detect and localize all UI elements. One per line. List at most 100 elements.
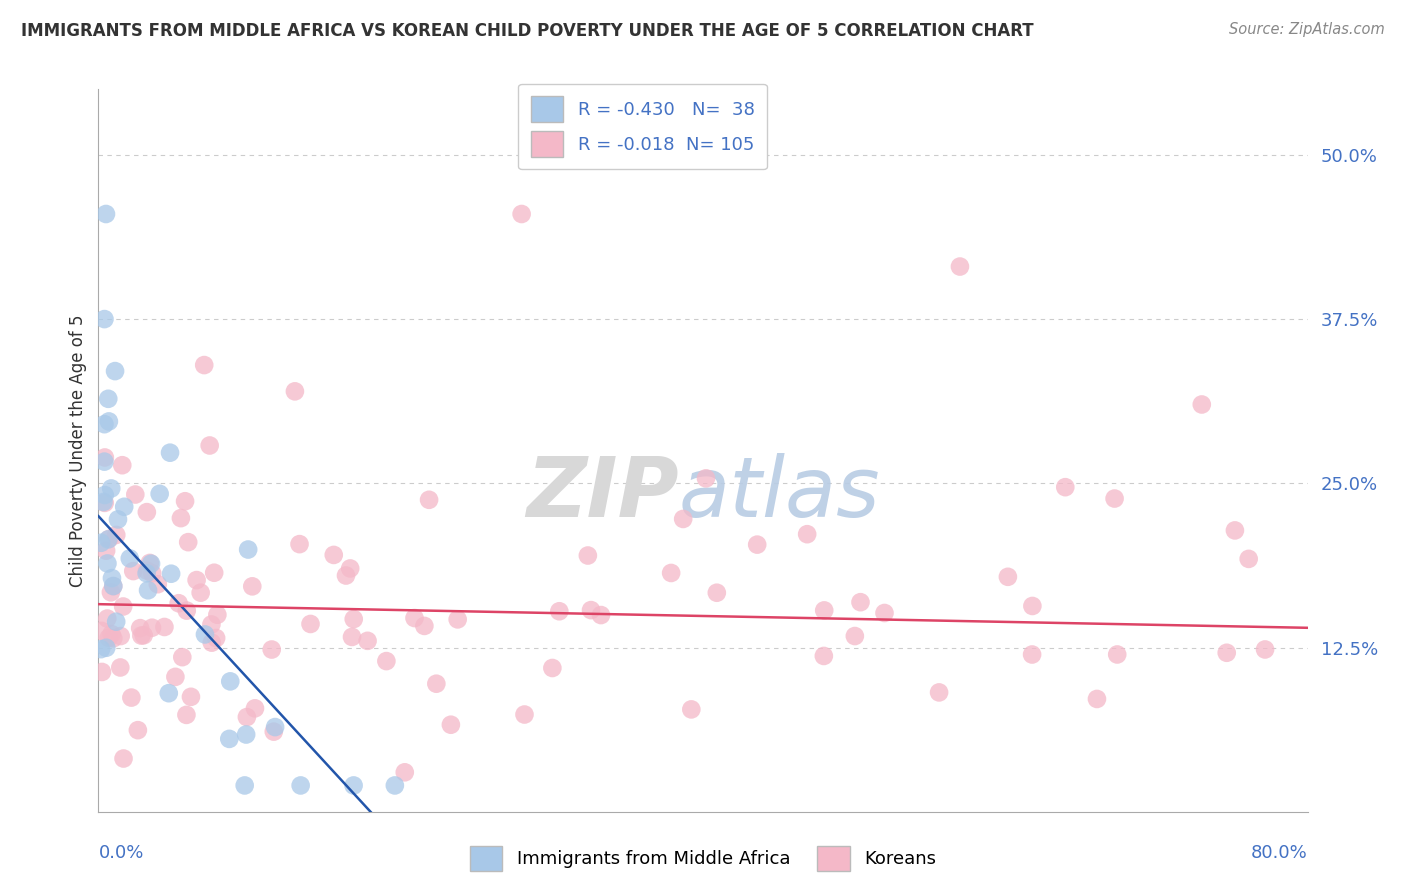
Point: [131, 629, 153, 643]
Point: [93, 488, 115, 502]
Point: [1107, 648, 1129, 662]
Point: [103, 632, 125, 646]
Point: [153, 620, 176, 634]
Point: [141, 621, 163, 635]
Point: [97, 631, 120, 645]
Point: [510, 207, 533, 221]
Point: [1054, 480, 1077, 494]
Point: [1237, 552, 1260, 566]
Point: [97, 533, 120, 547]
Point: [139, 556, 162, 570]
Point: [813, 648, 835, 663]
Point: [122, 564, 145, 578]
Point: [202, 566, 225, 580]
Point: [93, 496, 115, 510]
Point: [548, 604, 571, 618]
Point: [356, 633, 378, 648]
Point: [90, 535, 112, 549]
Point: [104, 364, 127, 378]
Point: [149, 487, 172, 501]
Point: [120, 690, 142, 705]
Point: [659, 566, 682, 580]
Point: [93, 312, 115, 326]
Point: [343, 612, 366, 626]
Point: [672, 512, 695, 526]
Point: [589, 608, 612, 623]
Point: [240, 579, 263, 593]
Text: ZIP: ZIP: [526, 453, 679, 534]
Point: [873, 606, 896, 620]
Point: [418, 492, 440, 507]
Point: [98, 532, 121, 546]
Point: [112, 599, 135, 614]
Point: [1215, 646, 1237, 660]
Point: [1085, 692, 1108, 706]
Point: [997, 570, 1019, 584]
Point: [100, 482, 122, 496]
Point: [118, 551, 141, 566]
Legend: Immigrants from Middle Africa, Koreans: Immigrants from Middle Africa, Koreans: [463, 838, 943, 879]
Point: [207, 607, 229, 622]
Point: [695, 471, 717, 485]
Text: 80.0%: 80.0%: [1251, 844, 1308, 863]
Point: [135, 566, 157, 581]
Point: [243, 701, 266, 715]
Point: [219, 674, 242, 689]
Point: [322, 548, 344, 562]
Point: [404, 611, 426, 625]
Point: [235, 727, 257, 741]
Point: [176, 707, 198, 722]
Point: [447, 612, 470, 626]
Point: [93, 455, 115, 469]
Point: [105, 615, 128, 629]
Point: [949, 260, 972, 274]
Point: [928, 685, 950, 699]
Point: [136, 583, 159, 598]
Point: [127, 723, 149, 738]
Point: [796, 527, 818, 541]
Point: [97, 414, 120, 428]
Point: [177, 535, 200, 549]
Text: 0.0%: 0.0%: [98, 844, 143, 863]
Point: [200, 617, 222, 632]
Y-axis label: Child Poverty Under the Age of 5: Child Poverty Under the Age of 5: [69, 314, 87, 587]
Point: [160, 566, 183, 581]
Point: [94, 207, 117, 221]
Point: [343, 779, 366, 793]
Point: [159, 446, 181, 460]
Point: [425, 676, 447, 690]
Point: [112, 751, 135, 765]
Point: [299, 617, 322, 632]
Point: [135, 505, 157, 519]
Point: [124, 487, 146, 501]
Point: [176, 604, 198, 618]
Point: [90, 642, 112, 657]
Point: [1254, 642, 1277, 657]
Point: [1191, 397, 1213, 411]
Point: [136, 564, 159, 578]
Point: [103, 579, 125, 593]
Point: [1223, 524, 1246, 538]
Point: [513, 707, 536, 722]
Point: [96, 557, 118, 571]
Point: [93, 417, 115, 432]
Point: [90, 624, 112, 638]
Point: [284, 384, 307, 399]
Point: [290, 779, 312, 793]
Point: [103, 579, 125, 593]
Point: [132, 628, 155, 642]
Point: [174, 494, 197, 508]
Point: [105, 528, 128, 542]
Text: Source: ZipAtlas.com: Source: ZipAtlas.com: [1229, 22, 1385, 37]
Point: [186, 573, 208, 587]
Point: [110, 629, 132, 643]
Point: [97, 392, 120, 406]
Point: [440, 717, 463, 731]
Point: [139, 557, 162, 571]
Point: [172, 650, 194, 665]
Point: [340, 630, 363, 644]
Point: [193, 358, 215, 372]
Point: [576, 549, 599, 563]
Point: [681, 702, 703, 716]
Point: [339, 561, 361, 575]
